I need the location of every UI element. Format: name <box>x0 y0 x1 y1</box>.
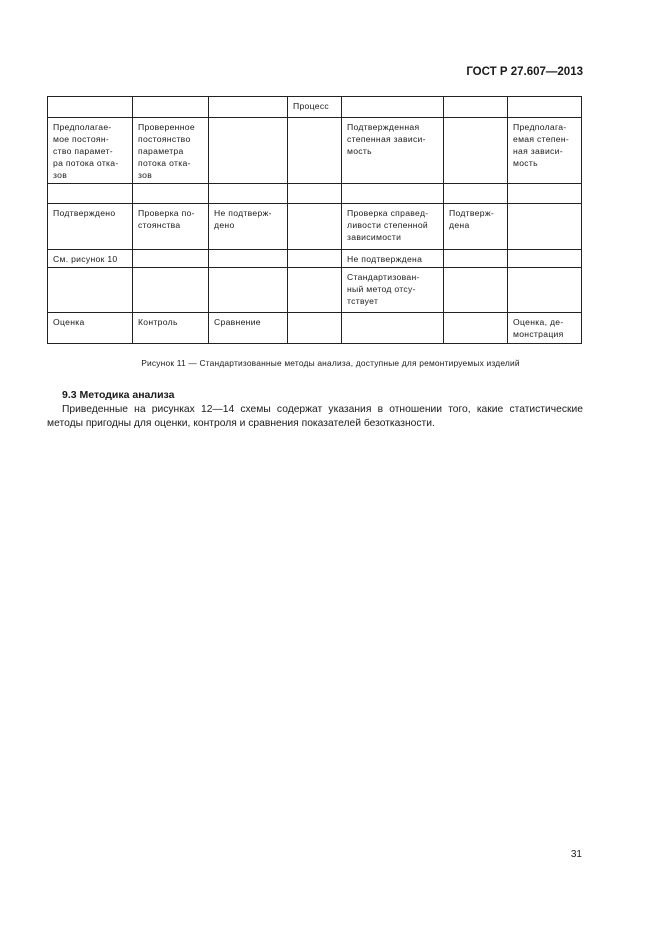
table-cell <box>507 249 582 268</box>
table-cell: Оценка, де- монстрация <box>507 312 582 344</box>
table-cell <box>208 183 288 204</box>
table-cell: Процесс <box>287 96 342 118</box>
table-cell <box>287 312 342 344</box>
document-number: ГОСТ Р 27.607—2013 <box>466 66 583 78</box>
table-cell <box>341 312 444 344</box>
table-cell: Стандартизован- ный метод отсу- тствует <box>341 267 444 313</box>
table-cell <box>132 249 209 268</box>
page-number: 31 <box>570 849 582 860</box>
table-cell <box>507 96 582 118</box>
table-cell: Предполага- емая степен- ная зависи- мос… <box>507 117 582 184</box>
table-cell <box>287 203 342 250</box>
table-cell <box>287 267 342 313</box>
table-cell <box>208 249 288 268</box>
table-cell <box>208 267 288 313</box>
table-cell: Предполагае- мое постоян- ство парамет- … <box>47 117 133 184</box>
table-cell <box>208 96 288 118</box>
table-cell: Подтверждено <box>47 203 133 250</box>
table-cell <box>443 96 508 118</box>
table-row: Предполагае- мое постоян- ство парамет- … <box>47 117 582 184</box>
section-paragraph: Приведенные на рисунках 12—14 схемы соде… <box>47 404 583 429</box>
table-cell <box>341 183 444 204</box>
table-cell: Проверенное постоянство параметра потока… <box>132 117 209 184</box>
figure-caption: Рисунок 11 — Стандартизованные методы ан… <box>141 358 520 368</box>
table-cell: Контроль <box>132 312 209 344</box>
table-row: См. рисунок 10 Не подтверждена <box>47 249 582 268</box>
table-cell <box>443 267 508 313</box>
table-cell: Оценка <box>47 312 133 344</box>
table-row: Подтверждено Проверка по- стоянства Не под… <box>47 203 582 250</box>
table-cell <box>507 267 582 313</box>
table-cell: Не подтверждена <box>341 249 444 268</box>
section-title: 9.3 Методика анализа <box>62 389 175 401</box>
table-row: Процесс <box>47 96 582 118</box>
table-cell: Не подтверж- дено <box>208 203 288 250</box>
table-cell <box>132 96 209 118</box>
table-cell: Подтвержденная степенная зависи- мость <box>341 117 444 184</box>
table-cell <box>132 183 209 204</box>
table-cell <box>287 183 342 204</box>
table-cell <box>443 183 508 204</box>
table-cell: Проверка по- стоянства <box>132 203 209 250</box>
table-row: Стандартизован- ный метод отсу- тствует <box>47 267 582 313</box>
table-cell <box>287 249 342 268</box>
table-cell <box>507 203 582 250</box>
table-row: Оценка Контроль Сравнение Оценка, де- монст… <box>47 312 582 344</box>
table-cell: Сравнение <box>208 312 288 344</box>
table-cell <box>47 267 133 313</box>
table-cell <box>507 183 582 204</box>
table-cell <box>132 267 209 313</box>
table-cell: Проверка справед- ливости степенной зави… <box>341 203 444 250</box>
table-cell <box>287 117 342 184</box>
table-cell <box>47 183 133 204</box>
table-cell: См. рисунок 10 <box>47 249 133 268</box>
table-cell <box>443 312 508 344</box>
table-row <box>47 183 582 204</box>
table-cell <box>47 96 133 118</box>
table-cell <box>443 249 508 268</box>
table-cell: Подтверж- дена <box>443 203 508 250</box>
table-cell <box>208 117 288 184</box>
methods-table: Процесс Предполагае- мое постоян- ство па… <box>47 96 582 344</box>
table-cell <box>443 117 508 184</box>
table-cell <box>341 96 444 118</box>
